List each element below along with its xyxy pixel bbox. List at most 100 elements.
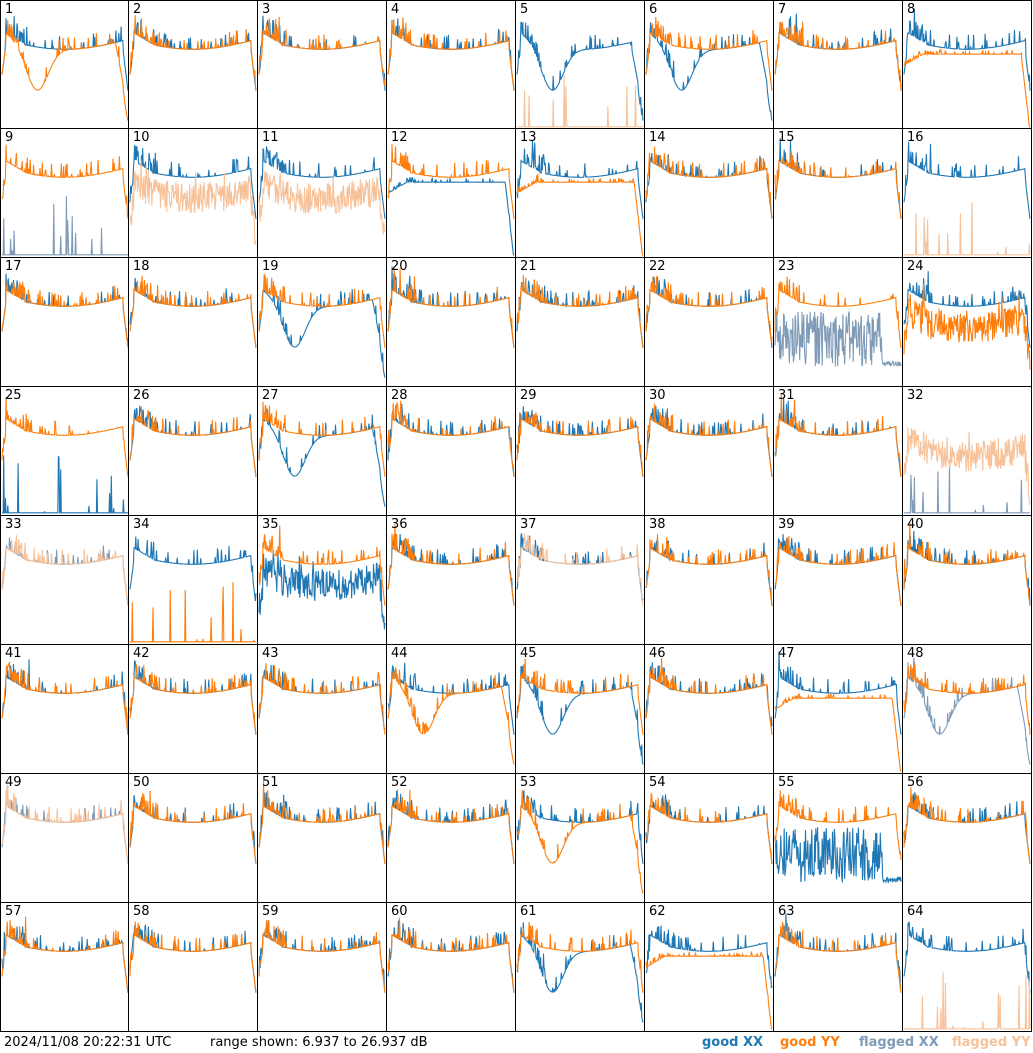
series-yy-49 — [1, 784, 128, 864]
panel-13: 13 — [516, 129, 645, 258]
panel-label: 30 — [649, 388, 666, 403]
legend-flagged-xx-a: flagged — [859, 1035, 919, 1050]
panel-label: 29 — [520, 388, 537, 403]
series-yy-13 — [516, 174, 644, 256]
panel-label: 1 — [5, 2, 14, 17]
series-xx-24 — [903, 271, 1031, 348]
series-xx-7 — [774, 13, 902, 91]
panel-label: 62 — [649, 904, 666, 919]
series-xx-58 — [129, 924, 257, 993]
range-label: range shown: 6.937 to 26.937 dB — [210, 1035, 428, 1050]
series-yy-34 — [130, 582, 256, 643]
panel-58: 58 — [129, 903, 258, 1032]
panel-label: 49 — [5, 775, 22, 790]
footer: 2024/11/08 20:22:31 UTC range shown: 6.9… — [0, 1033, 1033, 1053]
panel-label: 23 — [778, 259, 795, 274]
series-yy-62 — [645, 950, 773, 1030]
panel-27: 27 — [258, 387, 387, 516]
series-yy-59 — [258, 920, 386, 993]
panel-label: 27 — [262, 388, 279, 403]
panel-53: 53 — [516, 774, 645, 903]
panel-label: 58 — [133, 904, 150, 919]
panel-34: 34 — [129, 516, 258, 645]
legend-flagged-xx-b: XX — [918, 1035, 939, 1050]
panel-plot-39 — [774, 534, 902, 606]
legend-good-xx: good XX — [702, 1035, 763, 1050]
legend-good-xx-b: XX — [743, 1035, 764, 1050]
panel-plot-38 — [645, 534, 773, 606]
series-xx-52 — [387, 789, 515, 864]
series-xx-22 — [645, 276, 773, 348]
panel-label: 28 — [391, 388, 408, 403]
panel-plot-64 — [903, 921, 1031, 1030]
series-yy-58 — [129, 921, 257, 993]
panel-label: 20 — [391, 259, 408, 274]
panel-plot-24 — [903, 271, 1031, 370]
series-yy-43 — [258, 663, 386, 735]
series-xx-23 — [774, 311, 902, 368]
series-yy-64 — [904, 972, 1031, 1030]
series-xx-38 — [645, 538, 773, 606]
series-yy-54 — [645, 792, 773, 864]
panel-plot-27 — [258, 401, 386, 507]
panel-label: 14 — [649, 130, 666, 145]
panel-45: 45 — [516, 645, 645, 774]
panel-label: 54 — [649, 775, 666, 790]
panel-plot-8 — [903, 8, 1031, 128]
panel-plot-4 — [387, 17, 515, 91]
panel-label: 64 — [907, 904, 924, 919]
panel-label: 57 — [5, 904, 22, 919]
panel-39: 39 — [774, 516, 903, 645]
series-xx-25 — [2, 455, 128, 514]
legend-good-yy-a: good — [780, 1035, 821, 1050]
series-xx-17 — [1, 273, 128, 347]
panel-23: 23 — [774, 258, 903, 387]
series-xx-42 — [129, 660, 257, 735]
panel-plot-61 — [516, 922, 644, 1023]
panel-plot-48 — [903, 657, 1031, 765]
panel-plot-46 — [645, 658, 773, 735]
series-xx-16 — [903, 141, 1031, 219]
series-yy-44 — [387, 666, 515, 765]
series-xx-55 — [774, 827, 902, 885]
panel-label: 60 — [391, 904, 408, 919]
series-xx-10 — [129, 144, 257, 219]
series-yy-56 — [903, 787, 1031, 864]
panel-label: 61 — [520, 904, 537, 919]
panel-37: 37 — [516, 516, 645, 645]
series-xx-8 — [903, 8, 1031, 91]
panel-24: 24 — [903, 258, 1032, 387]
series-xx-20 — [387, 266, 515, 348]
series-yy-60 — [387, 917, 515, 993]
panel-31: 31 — [774, 387, 903, 516]
panel-plot-16 — [903, 141, 1031, 256]
panel-54: 54 — [645, 774, 774, 903]
panel-2: 2 — [129, 0, 258, 129]
series-xx-37 — [516, 533, 644, 602]
panel-plot-3 — [258, 15, 386, 91]
panel-56: 56 — [903, 774, 1032, 903]
panel-9: 9 — [0, 129, 129, 258]
panel-label: 19 — [262, 259, 279, 274]
panel-plot-19 — [258, 273, 386, 378]
series-xx-18 — [129, 277, 257, 348]
series-xx-49 — [1, 786, 128, 864]
panel-plot-57 — [1, 916, 128, 993]
series-yy-40 — [903, 522, 1031, 606]
panel-plot-20 — [387, 266, 515, 348]
series-xx-19 — [258, 280, 386, 378]
series-xx-2 — [129, 19, 257, 91]
series-yy-28 — [387, 400, 515, 477]
panel-label: 43 — [262, 646, 279, 661]
panel-22: 22 — [645, 258, 774, 387]
panel-label: 9 — [5, 130, 14, 145]
panel-label: 55 — [778, 775, 795, 790]
panel-plot-54 — [645, 792, 773, 864]
panel-plot-28 — [387, 400, 515, 477]
panel-plot-52 — [387, 789, 515, 864]
series-xx-45 — [516, 664, 644, 765]
panel-label: 32 — [907, 388, 924, 403]
panel-plot-59 — [258, 920, 386, 993]
series-xx-34 — [129, 536, 257, 602]
panel-19: 19 — [258, 258, 387, 387]
